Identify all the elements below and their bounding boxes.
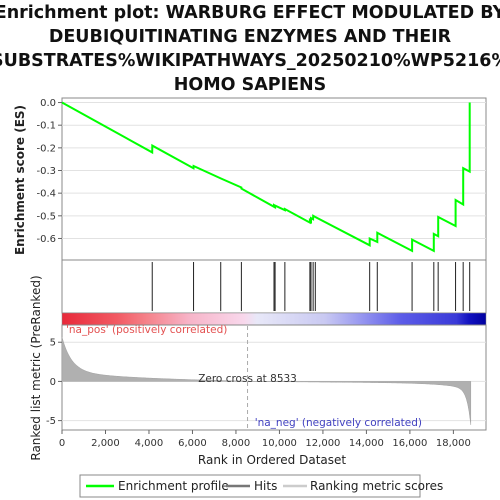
metric-y-tick-label: 5 — [50, 338, 56, 349]
chart-title-line-3: SUBSTRATES%WIKIPATHWAYS_20250210%WP5216% — [0, 51, 500, 71]
x-axis-title: Rank in Ordered Dataset — [198, 453, 346, 467]
chart-title-line-2: DEUBIQUITINATING ENZYMES AND THEIR — [49, 27, 452, 47]
metric-y-axis-title: Ranked list metric (PreRanked) — [29, 275, 43, 460]
x-tick-label: 18,000 — [436, 438, 471, 449]
pos-label: 'na_pos' (positively correlated) — [66, 324, 227, 336]
zero-cross-label: Zero cross at 8533 — [198, 373, 297, 385]
x-tick-label: 16,000 — [392, 438, 427, 449]
hits-marks — [151, 262, 471, 311]
x-tick-label: 12,000 — [305, 438, 340, 449]
x-tick-label: 10,000 — [262, 438, 297, 449]
x-tick-label: 14,000 — [349, 438, 384, 449]
es-panel — [61, 97, 487, 261]
x-tick-label: 8,000 — [222, 438, 251, 449]
es-y-ticks: 0.0 -0.1 -0.2 -0.3 -0.4 -0.5 -0.6 — [36, 98, 62, 245]
x-tick-label: 2,000 — [91, 438, 120, 449]
enrichment-profile-line — [61, 101, 471, 253]
chart-title-line-4: HOMO SAPIENS — [174, 75, 327, 95]
es-y-tick-label: -0.6 — [36, 234, 56, 245]
x-tick-label: 0 — [59, 438, 65, 449]
ranking-metric-area — [61, 337, 472, 425]
legend-enrichment-profile: Enrichment profile — [118, 479, 229, 493]
x-tick-label: 6,000 — [178, 438, 207, 449]
neg-label: 'na_neg' (negatively correlated) — [255, 417, 422, 429]
metric-y-tick-label: -5 — [46, 416, 56, 427]
es-y-tick-label: -0.5 — [36, 211, 56, 222]
chart-title-line-1: Enrichment plot: WARBURG EFFECT MODULATE… — [0, 3, 500, 23]
x-tick-label: 4,000 — [135, 438, 164, 449]
metric-y-tick-label: 0 — [50, 377, 56, 388]
legend-ranking-metric-scores: Ranking metric scores — [310, 479, 443, 493]
es-y-tick-label: 0.0 — [40, 98, 56, 109]
es-y-tick-label: -0.1 — [36, 121, 56, 132]
es-gridlines — [62, 102, 486, 239]
x-axis-ticks: 0 2,000 4,000 6,000 8,000 10,000 12,000 14,000 1… — [59, 430, 471, 449]
es-y-tick-label: -0.2 — [36, 143, 56, 154]
metric-y-ticks: 5 0 -5 — [46, 338, 62, 427]
es-y-axis-title: Enrichment score (ES) — [13, 105, 27, 255]
es-y-tick-label: -0.3 — [36, 166, 56, 177]
es-y-tick-label: -0.4 — [36, 189, 56, 200]
legend-hits: Hits — [254, 479, 277, 493]
